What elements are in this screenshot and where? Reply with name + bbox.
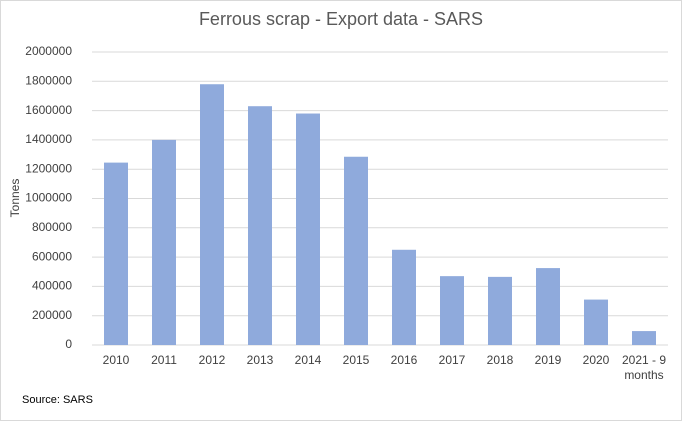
- y-tick-label: 1800000: [25, 73, 72, 87]
- x-tick-label: 2011: [151, 353, 177, 367]
- bar: [104, 162, 128, 345]
- bar: [200, 84, 224, 345]
- y-tick-label: 200000: [32, 308, 72, 322]
- bar: [344, 156, 368, 345]
- x-tick-label: 2018: [486, 353, 514, 367]
- y-tick-label: 1000000: [25, 191, 72, 205]
- x-tick-label: 2020: [582, 353, 610, 367]
- y-tick-label: 600000: [32, 249, 72, 263]
- y-tick-label: 800000: [32, 220, 72, 234]
- y-tick-label: 1600000: [25, 103, 72, 117]
- chart-title: Ferrous scrap - Export data - SARS: [199, 9, 483, 29]
- bar: [584, 299, 608, 345]
- bar: [488, 276, 512, 345]
- x-tick-label: 2017: [438, 353, 466, 367]
- bar: [440, 276, 464, 345]
- y-tick-label: 2000000: [25, 44, 72, 58]
- x-tick-label: 2013: [246, 353, 274, 367]
- y-axis-label: Tonnes: [8, 179, 22, 218]
- x-tick-label: 2019: [534, 353, 562, 367]
- x-tick-label: 2021 - 9 months: [621, 353, 667, 382]
- y-tick-label: 1200000: [25, 161, 72, 175]
- bar: [296, 113, 320, 345]
- y-tick-label: 0: [65, 337, 72, 351]
- x-tick-label: 2012: [198, 353, 226, 367]
- y-tick-label: 400000: [32, 279, 72, 293]
- x-tick-label: 2015: [342, 353, 370, 367]
- bar: [632, 331, 656, 345]
- x-tick-label: 2014: [294, 353, 322, 367]
- bar: [152, 139, 176, 345]
- y-tick-label: 1400000: [25, 132, 72, 146]
- bar: [248, 106, 272, 345]
- x-tick-label: 2016: [390, 353, 418, 367]
- source-note: Source: SARS: [22, 394, 93, 406]
- bar: [392, 249, 416, 345]
- x-tick-label: 2010: [102, 353, 130, 367]
- bar: [536, 268, 560, 345]
